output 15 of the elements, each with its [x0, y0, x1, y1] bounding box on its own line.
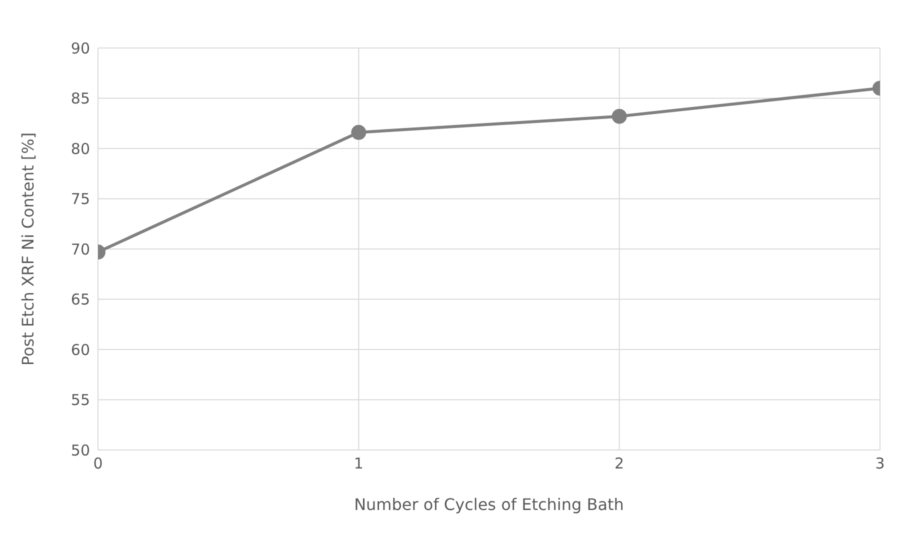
y-tick-label: 65 [70, 290, 90, 309]
y-tick-label: 70 [70, 240, 90, 258]
y-tick-label: 55 [70, 391, 90, 410]
x-axis-title: Number of Cycles of Etching Bath [354, 495, 624, 514]
y-tick-label: 75 [70, 190, 90, 208]
y-tick-label: 60 [70, 340, 90, 359]
y-axis-title: Post Etch XRF Ni Content [%] [18, 132, 38, 366]
x-tick-label: 3 [875, 454, 885, 473]
x-tick-label: 0 [93, 454, 103, 473]
y-tick-label: 50 [70, 441, 90, 460]
x-tick-label: 2 [614, 454, 624, 473]
y-tick-label: 80 [70, 140, 90, 158]
y-tick-label: 90 [70, 39, 90, 58]
x-tick-label: 1 [354, 454, 364, 473]
y-tick-label: 85 [70, 90, 90, 108]
